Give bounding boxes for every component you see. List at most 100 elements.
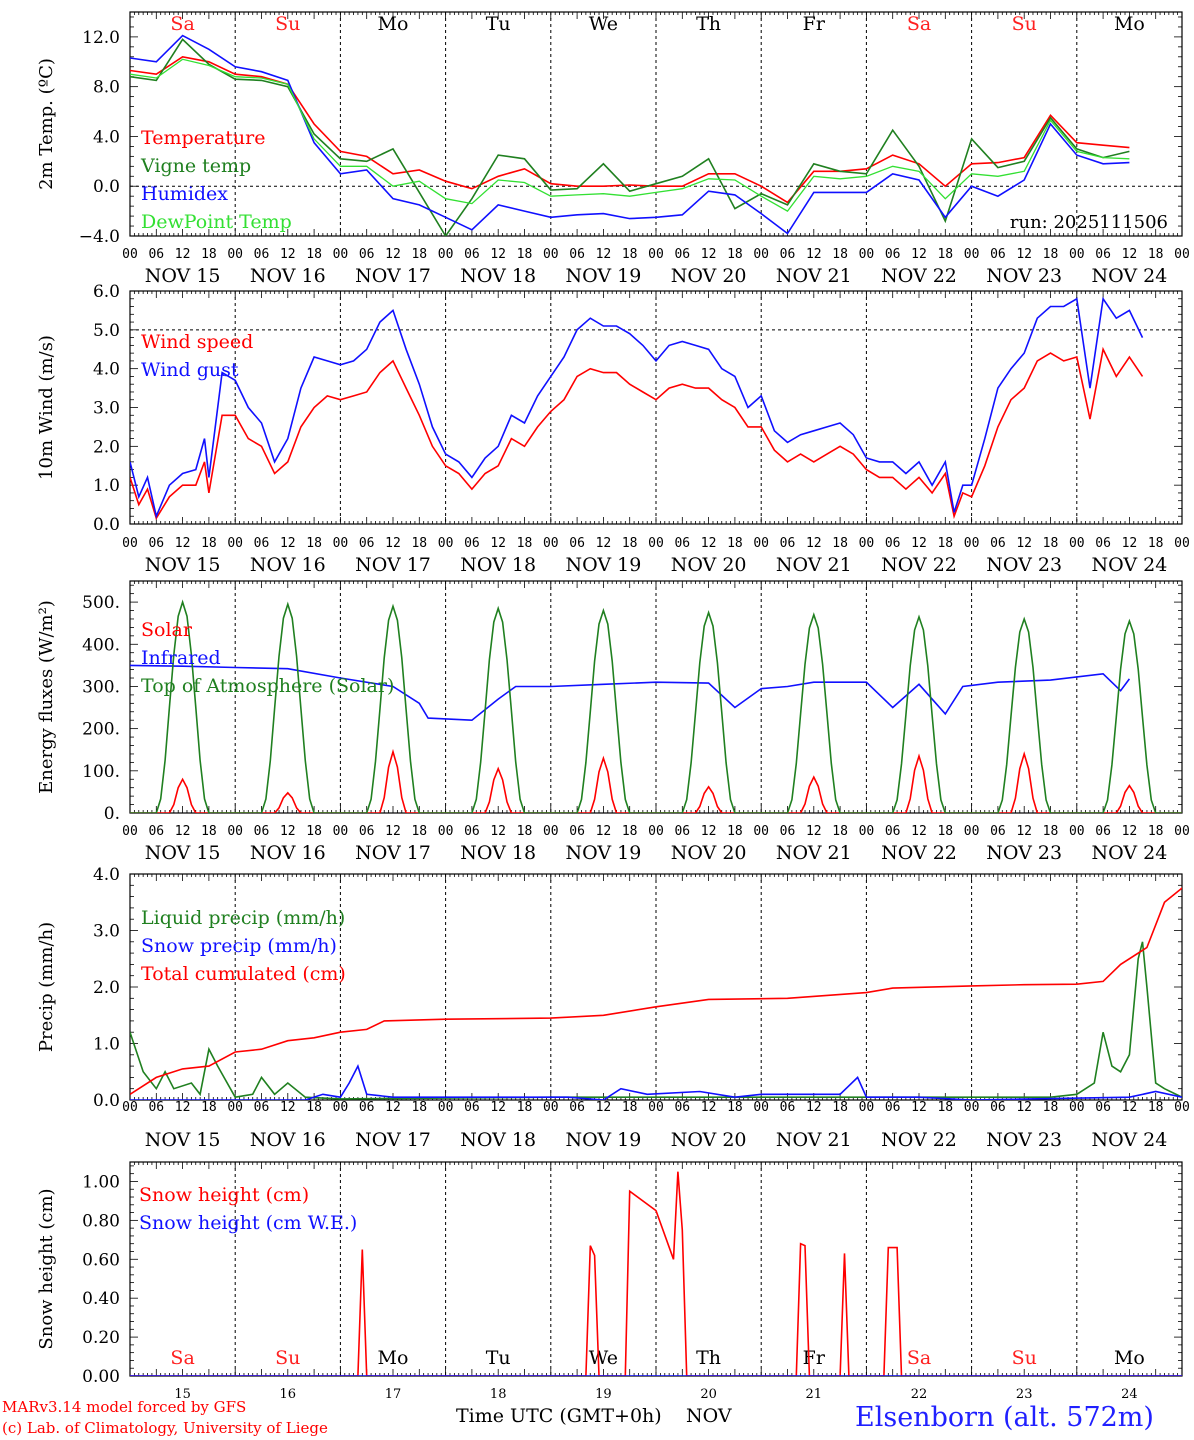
- hour-label: 12: [701, 1100, 717, 1115]
- date-label: NOV 21: [776, 265, 852, 287]
- hour-label: 18: [1148, 1100, 1164, 1115]
- hour-label: 00: [1069, 1100, 1085, 1115]
- y-tick-label: 400.: [82, 635, 120, 655]
- day-label: Mo: [1114, 13, 1145, 35]
- hour-label: 00: [859, 247, 875, 262]
- hour-label: 06: [1095, 824, 1111, 839]
- day-label: Su: [1012, 1347, 1037, 1369]
- hour-label: 06: [464, 824, 480, 839]
- panel-temp: −4.0 0.0 4.0 8.0 12.0 2m Temp. (ºC) Sa Su Mo Tu We…: [36, 11, 1190, 287]
- hour-label: 18: [517, 247, 533, 262]
- hour-label: 06: [990, 536, 1006, 551]
- hour-label: 12: [806, 536, 822, 551]
- y-tick-label: 0.80: [82, 1211, 120, 1231]
- legend-entry: DewPoint Temp: [141, 211, 292, 233]
- y-tick-label: 5.0: [93, 321, 120, 341]
- hour-label: 00: [122, 247, 138, 262]
- hour-label: 06: [464, 536, 480, 551]
- date-label: NOV 20: [671, 1129, 747, 1151]
- date-label: NOV 19: [565, 265, 641, 287]
- y-axis-label: Snow height (cm): [36, 1188, 57, 1349]
- hour-label: 00: [648, 247, 664, 262]
- date-label: NOV 23: [986, 1129, 1062, 1151]
- series-liquid-precip-mm-h-: [130, 941, 1182, 1100]
- legend-entry: Snow precip (mm/h): [141, 935, 337, 957]
- hour-label: 06: [780, 536, 796, 551]
- hour-label: 06: [780, 1100, 796, 1115]
- hour-label: 12: [1122, 1100, 1138, 1115]
- date-label: NOV 23: [986, 265, 1062, 287]
- hour-label: 12: [701, 536, 717, 551]
- series-temperature: [130, 55, 1130, 204]
- date-label: NOV 15: [145, 554, 221, 576]
- y-tick-label: 3.0: [93, 399, 120, 419]
- hour-label: 00: [333, 247, 349, 262]
- hour-label: 12: [280, 824, 296, 839]
- hour-label: 00: [859, 536, 875, 551]
- hour-label: 00: [1069, 824, 1085, 839]
- hour-label: 18: [517, 1100, 533, 1115]
- hour-label: 18: [306, 247, 322, 262]
- hour-label: 00: [122, 824, 138, 839]
- legend-entry: Total cumulated (cm): [141, 963, 346, 985]
- day-label: Mo: [1114, 1347, 1145, 1369]
- hour-label: 06: [885, 536, 901, 551]
- hour-label: 06: [148, 536, 164, 551]
- hour-label: 12: [596, 247, 612, 262]
- hour-label: 00: [964, 824, 980, 839]
- hour-label: 06: [780, 824, 796, 839]
- day-label: Tu: [486, 1347, 511, 1369]
- hour-label: 12: [490, 247, 506, 262]
- panel-flux: 0. 100. 200. 300. 400. 500. Energy fluxes (W/m…: [36, 580, 1190, 864]
- date-label: NOV 16: [250, 1129, 326, 1151]
- y-tick-label: 3.0: [93, 922, 120, 942]
- hour-label: 06: [990, 824, 1006, 839]
- hour-label: 12: [175, 1100, 191, 1115]
- hour-label: 18: [937, 1100, 953, 1115]
- hour-label: 00: [964, 1100, 980, 1115]
- day-number: 19: [595, 1387, 612, 1402]
- hour-label: 00: [543, 1100, 559, 1115]
- legend-entry: Snow height (cm): [139, 1184, 309, 1206]
- hour-label: 12: [911, 247, 927, 262]
- date-label: NOV 19: [565, 842, 641, 864]
- hour-label: 00: [964, 536, 980, 551]
- legend-entry: Liquid precip (mm/h): [141, 907, 345, 929]
- hour-label: 06: [359, 1100, 375, 1115]
- hour-label: 18: [411, 824, 427, 839]
- day-label: Su: [275, 1347, 300, 1369]
- hour-label: 12: [911, 824, 927, 839]
- hour-label: 12: [385, 247, 401, 262]
- date-label: NOV 24: [1091, 554, 1167, 576]
- date-label: NOV 16: [250, 554, 326, 576]
- hour-label: 00: [543, 247, 559, 262]
- date-label: NOV 17: [355, 265, 431, 287]
- series-total-cumulated-cm-: [130, 887, 1182, 1095]
- hour-label: 06: [359, 536, 375, 551]
- hour-label: 00: [1069, 247, 1085, 262]
- hour-label: 18: [727, 536, 743, 551]
- date-label: NOV 16: [250, 842, 326, 864]
- hour-label: 18: [832, 824, 848, 839]
- hour-label: 00: [438, 824, 454, 839]
- date-label: NOV 22: [881, 1129, 957, 1151]
- y-tick-label: 1.0: [93, 1035, 120, 1055]
- hour-label: 18: [937, 247, 953, 262]
- hour-label: 06: [674, 247, 690, 262]
- hour-label: 00: [1174, 536, 1190, 551]
- y-tick-label: 300.: [82, 677, 120, 697]
- hour-label: 06: [148, 247, 164, 262]
- hour-label: 00: [333, 536, 349, 551]
- hour-label: 06: [569, 824, 585, 839]
- y-axis-label: Energy fluxes (W/m²): [36, 600, 57, 794]
- hour-label: 06: [885, 1100, 901, 1115]
- date-label: NOV 21: [776, 1129, 852, 1151]
- legend-entry: Humidex: [141, 183, 228, 205]
- hour-label: 06: [359, 824, 375, 839]
- hour-label: 00: [543, 824, 559, 839]
- hour-label: 00: [1069, 536, 1085, 551]
- y-tick-label: 4.0: [93, 127, 120, 147]
- hour-label: 00: [648, 1100, 664, 1115]
- hour-label: 12: [280, 247, 296, 262]
